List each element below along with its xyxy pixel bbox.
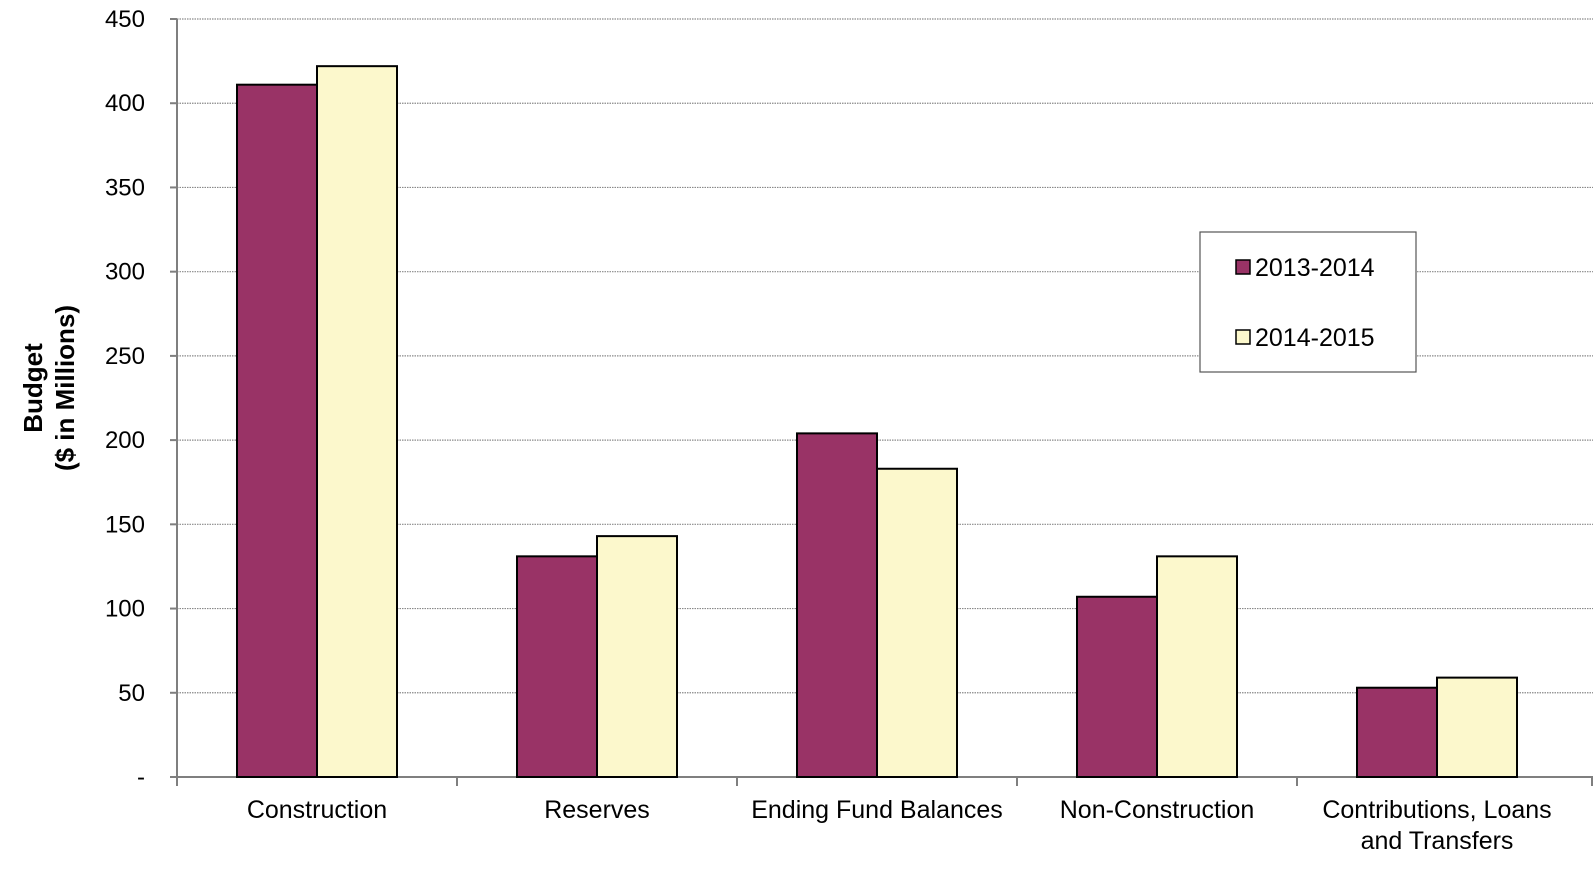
- legend-swatch-2013-2014: [1235, 259, 1251, 275]
- bar-2014-2015-contributions-loans-and-transfers: [1436, 676, 1518, 779]
- y-axis-label: Budget($ in Millions): [18, 305, 80, 471]
- legend-box: [1199, 231, 1417, 373]
- bars: [236, 65, 1518, 779]
- bar-2014-2015-construction: [316, 65, 398, 779]
- x-category-label: Reserves: [544, 796, 650, 824]
- legend-label-2013-2014: 2013-2014: [1255, 254, 1375, 282]
- x-axis-category-labels: Construction Reserves Ending Fund Balances…: [247, 796, 1552, 855]
- y-tick-label: 400: [105, 90, 145, 117]
- y-tick-label: 150: [105, 511, 145, 538]
- gridlines: [177, 18, 1593, 694]
- bar-2014-2015-reserves: [596, 535, 678, 778]
- y-tick-label: -: [137, 764, 145, 791]
- y-tick-label: 100: [105, 596, 145, 623]
- bar-2013-2014-non-construction: [1076, 595, 1158, 779]
- legend-swatch-2014-2015: [1235, 329, 1251, 345]
- bar-2014-2015-non-construction: [1156, 555, 1238, 778]
- legend-label-2014-2015: 2014-2015: [1255, 324, 1375, 352]
- y-tick-label: 300: [105, 259, 145, 286]
- y-tick-label: 50: [118, 680, 145, 707]
- y-tick-label: 200: [105, 427, 145, 454]
- y-axis-title: Budget($ in Millions): [18, 305, 80, 471]
- y-tick-label: 450: [105, 6, 145, 33]
- y-axis-ticks: - 50 100 150 200 250 300 350 400 450: [105, 6, 177, 791]
- bar-2013-2014-construction: [236, 83, 318, 778]
- y-tick-label: 250: [105, 343, 145, 370]
- bar-2013-2014-ending-fund-balances: [796, 432, 878, 778]
- bar-2013-2014-contributions-loans-and-transfers: [1356, 686, 1438, 778]
- x-category-label: Non-Construction: [1060, 796, 1255, 824]
- x-category-label: Ending Fund Balances: [751, 796, 1003, 824]
- y-tick-label: 350: [105, 174, 145, 201]
- bar-2014-2015-ending-fund-balances: [876, 467, 958, 778]
- x-category-label: Construction: [247, 796, 387, 824]
- legend: 2013-2014 2014-2015: [1199, 231, 1417, 373]
- bar-2013-2014-reserves: [516, 555, 598, 778]
- x-category-label: Contributions, Loans and Transfers: [1322, 796, 1551, 855]
